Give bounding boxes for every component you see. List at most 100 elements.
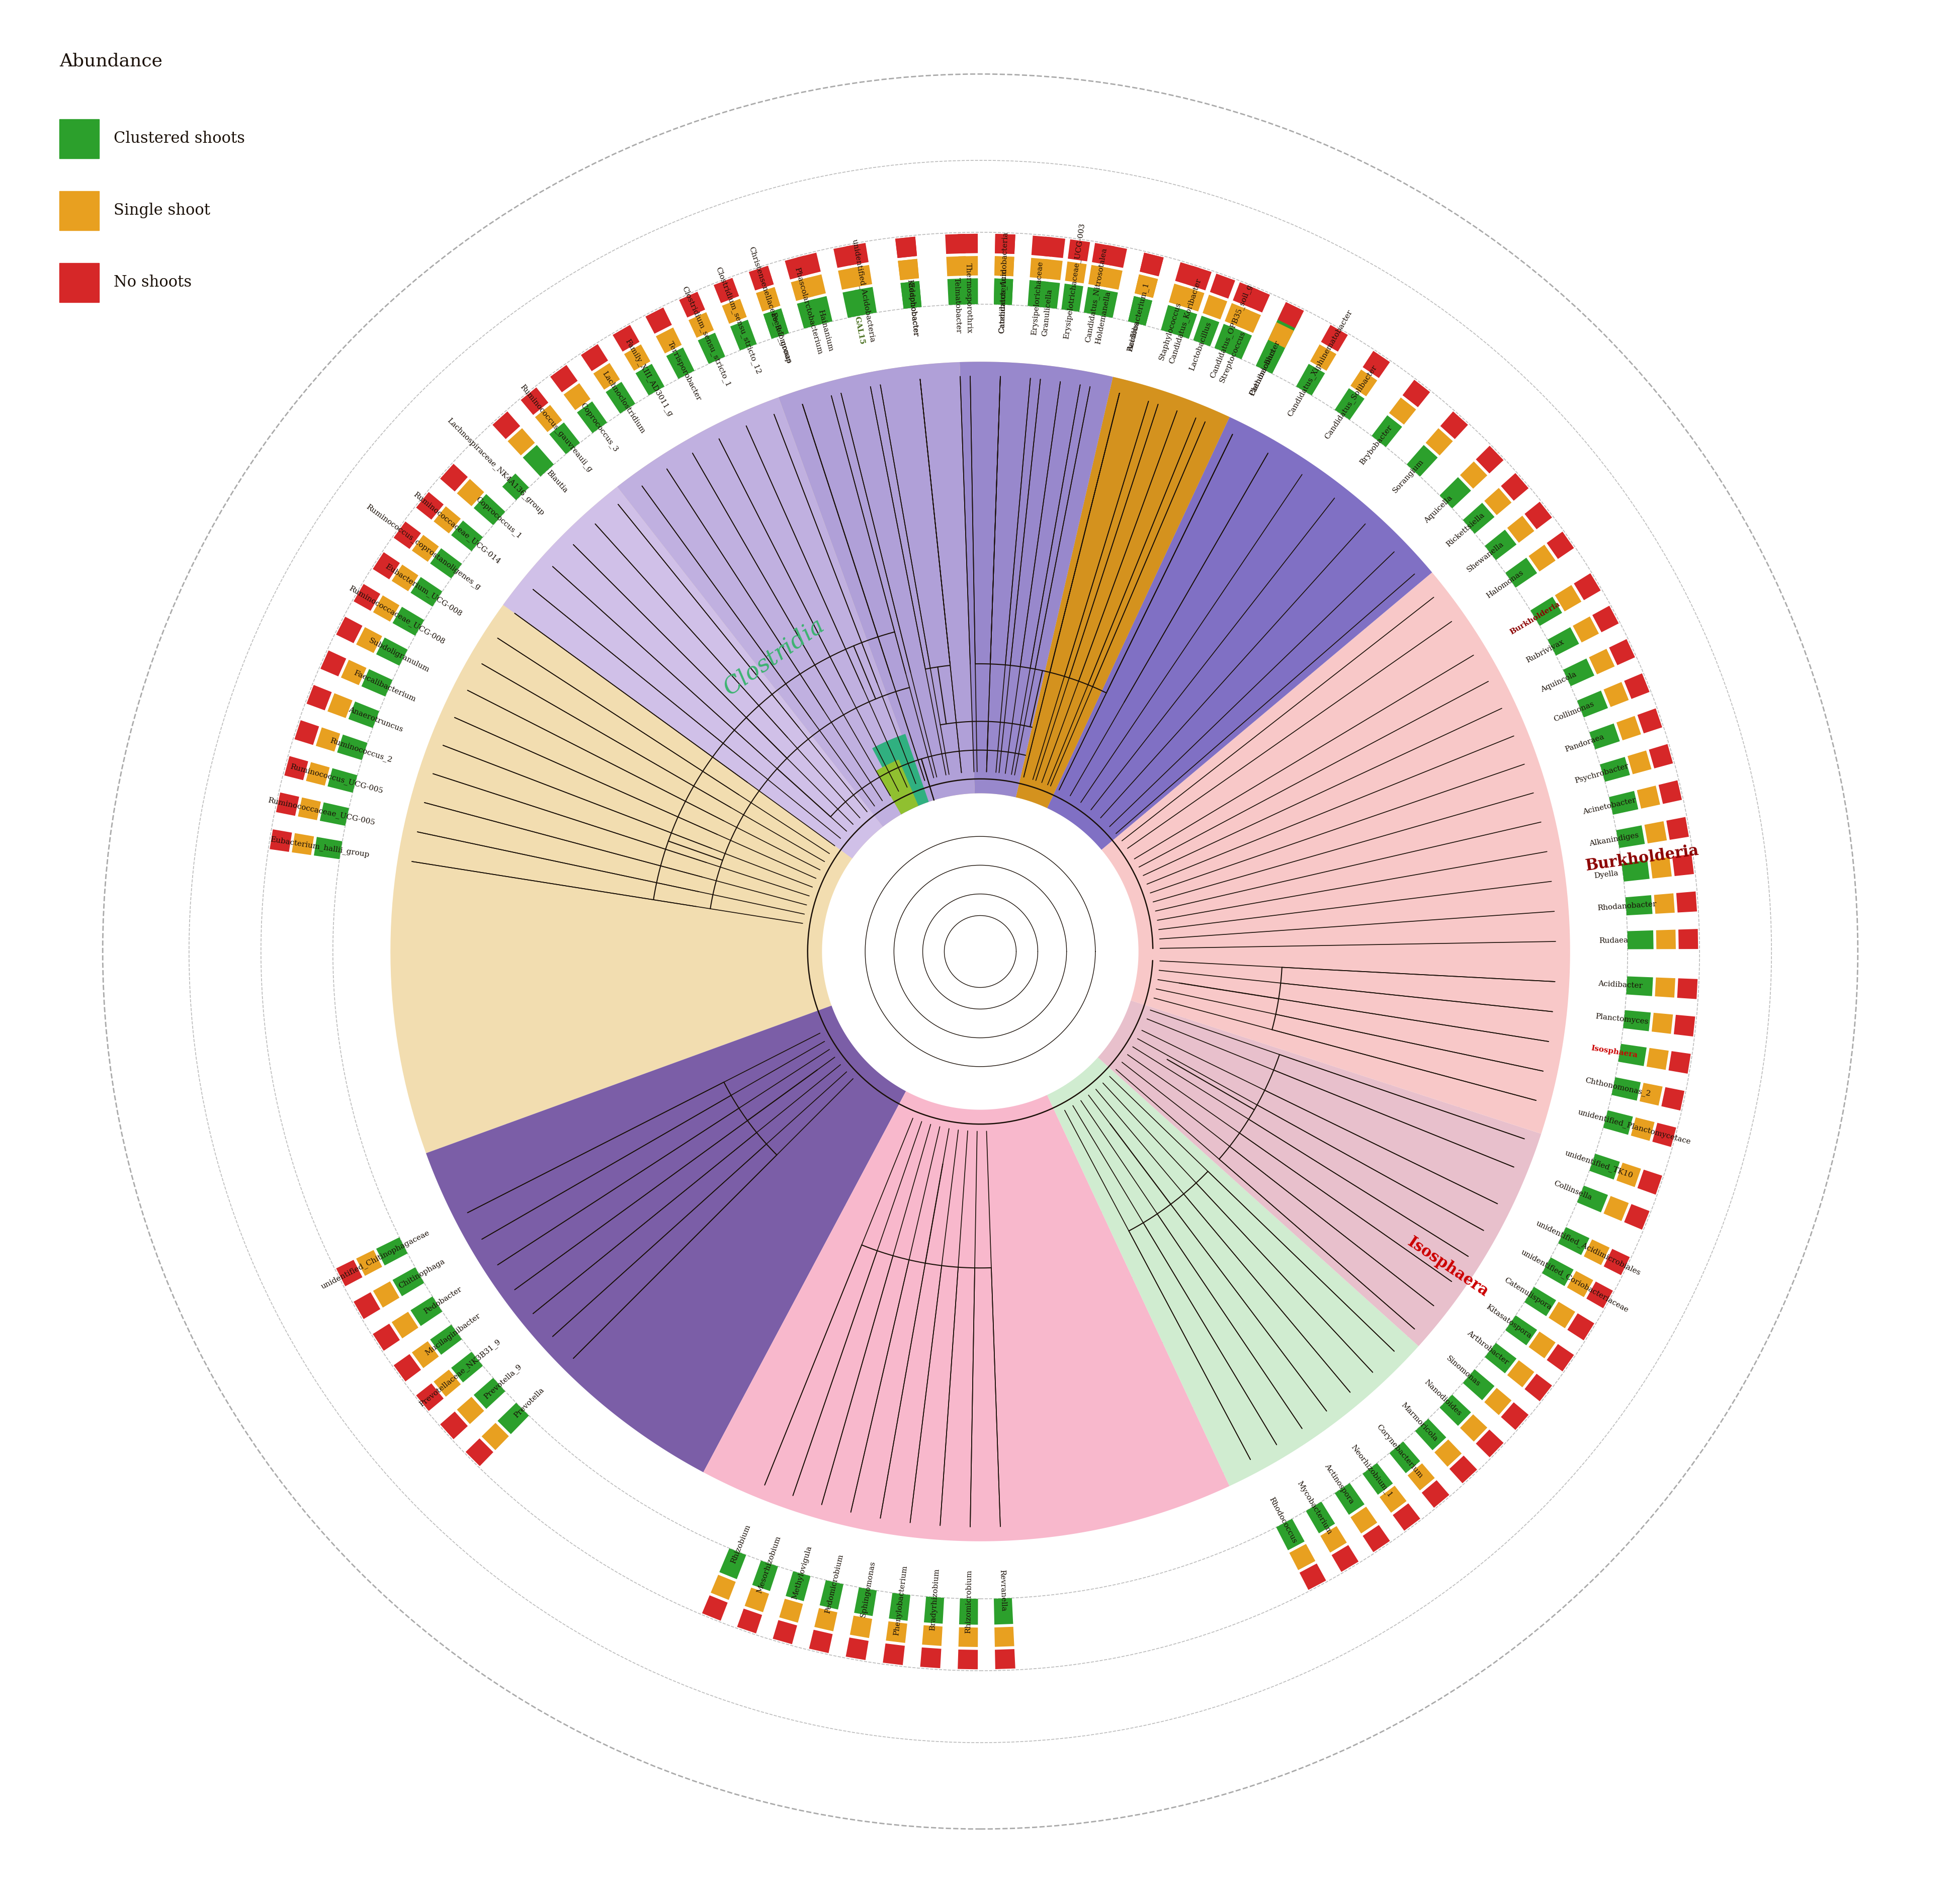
Polygon shape — [1637, 786, 1660, 809]
Polygon shape — [1615, 1163, 1641, 1187]
Polygon shape — [1676, 891, 1697, 913]
Polygon shape — [580, 344, 608, 371]
Polygon shape — [1590, 649, 1615, 674]
Polygon shape — [1507, 516, 1535, 542]
Polygon shape — [1576, 691, 1607, 717]
Text: Rhizobium: Rhizobium — [729, 1524, 751, 1564]
Polygon shape — [753, 1560, 778, 1591]
Polygon shape — [1407, 445, 1437, 476]
PathPatch shape — [704, 1090, 1229, 1541]
Polygon shape — [412, 535, 439, 561]
Text: Rhodococcus: Rhodococcus — [1268, 1496, 1298, 1545]
Polygon shape — [1160, 304, 1186, 335]
Text: Revranella: Revranella — [998, 1570, 1007, 1612]
Text: Pedomicrobium: Pedomicrobium — [823, 1553, 845, 1614]
Polygon shape — [994, 234, 1015, 253]
Text: Shewanella: Shewanella — [1466, 540, 1505, 573]
Text: unidentified_Acidobacteria: unidentified_Acidobacteria — [851, 238, 876, 343]
Polygon shape — [1186, 266, 1211, 291]
Text: Candidatus_Solibacter: Candidatus_Solibacter — [1323, 363, 1378, 441]
Polygon shape — [1350, 369, 1376, 396]
Polygon shape — [1276, 1519, 1303, 1551]
Polygon shape — [757, 287, 780, 312]
Text: Blautia: Blautia — [545, 468, 568, 495]
Text: Phascolarctobacterium: Phascolarctobacterium — [794, 266, 823, 356]
Polygon shape — [341, 660, 367, 685]
Polygon shape — [1505, 558, 1537, 588]
Polygon shape — [276, 792, 300, 816]
Polygon shape — [498, 1403, 529, 1435]
Polygon shape — [1350, 1507, 1376, 1534]
Text: Ruminococcaceae_UCG-005: Ruminococcaceae_UCG-005 — [267, 797, 376, 826]
Polygon shape — [1094, 289, 1117, 318]
Polygon shape — [1335, 388, 1364, 421]
Text: Faecalibacterium: Faecalibacterium — [353, 670, 416, 702]
Polygon shape — [719, 1549, 747, 1579]
Polygon shape — [451, 1351, 482, 1382]
Polygon shape — [1448, 1456, 1476, 1482]
Polygon shape — [802, 274, 825, 299]
Polygon shape — [1092, 244, 1115, 266]
PathPatch shape — [1015, 377, 1229, 809]
Polygon shape — [1425, 428, 1452, 455]
Text: Clostridium_sensu_stricto_1: Clostridium_sensu_stricto_1 — [680, 285, 731, 388]
Polygon shape — [1609, 792, 1639, 814]
Polygon shape — [900, 282, 921, 308]
Text: Eubacterium_hallii_group: Eubacterium_hallii_group — [270, 835, 370, 858]
Polygon shape — [745, 1587, 768, 1612]
Text: GAL15: GAL15 — [853, 316, 866, 344]
Text: Rhizomicrobium: Rhizomicrobium — [964, 1570, 972, 1633]
Polygon shape — [1462, 1370, 1494, 1401]
Text: Candidatus_Acidobacteria: Candidatus_Acidobacteria — [998, 232, 1009, 333]
Polygon shape — [1648, 744, 1672, 769]
Text: Thermosporothrix: Thermosporothrix — [964, 263, 972, 333]
Polygon shape — [1299, 1564, 1325, 1589]
PathPatch shape — [960, 362, 1113, 797]
Polygon shape — [594, 363, 619, 390]
Polygon shape — [372, 1281, 400, 1307]
Polygon shape — [994, 1650, 1015, 1669]
Text: Catenulispora: Catenulispora — [1503, 1277, 1552, 1311]
Polygon shape — [1415, 1420, 1446, 1450]
Polygon shape — [294, 719, 319, 744]
Polygon shape — [796, 299, 821, 329]
Text: Lachnoclostridium: Lachnoclostridium — [602, 369, 647, 434]
Polygon shape — [563, 383, 590, 411]
Polygon shape — [947, 257, 966, 276]
Polygon shape — [492, 411, 519, 440]
Polygon shape — [1296, 363, 1325, 396]
PathPatch shape — [617, 398, 925, 826]
Polygon shape — [1599, 757, 1629, 782]
Polygon shape — [292, 834, 314, 854]
Polygon shape — [886, 1621, 907, 1642]
Polygon shape — [1235, 308, 1260, 333]
Text: Chthoniobacter: Chthoniobacter — [1249, 339, 1280, 398]
Polygon shape — [1529, 1332, 1554, 1359]
Polygon shape — [1103, 245, 1127, 268]
Polygon shape — [392, 1267, 423, 1296]
Text: Methylovigula: Methylovigula — [792, 1545, 813, 1600]
Text: Corynebacterium: Corynebacterium — [1374, 1423, 1423, 1479]
Polygon shape — [551, 365, 578, 392]
Text: Rudaea: Rudaea — [1597, 936, 1627, 944]
Text: Eubacterium_UCG-008: Eubacterium_UCG-008 — [384, 563, 463, 618]
Polygon shape — [1623, 1010, 1650, 1031]
Polygon shape — [1678, 929, 1697, 950]
Polygon shape — [896, 236, 917, 259]
Polygon shape — [1501, 474, 1529, 500]
Polygon shape — [1233, 282, 1258, 308]
Polygon shape — [749, 266, 774, 291]
Polygon shape — [1615, 826, 1644, 849]
Polygon shape — [845, 1637, 868, 1659]
Polygon shape — [898, 259, 919, 280]
Polygon shape — [1172, 308, 1198, 339]
Polygon shape — [521, 388, 549, 415]
Polygon shape — [1484, 1344, 1517, 1374]
Polygon shape — [1319, 1526, 1347, 1553]
Polygon shape — [1623, 1205, 1648, 1229]
Polygon shape — [1435, 1439, 1462, 1467]
Polygon shape — [1572, 617, 1599, 643]
Polygon shape — [762, 308, 788, 339]
Polygon shape — [1674, 1014, 1695, 1037]
Text: Nanodioides: Nanodioides — [1423, 1378, 1462, 1418]
